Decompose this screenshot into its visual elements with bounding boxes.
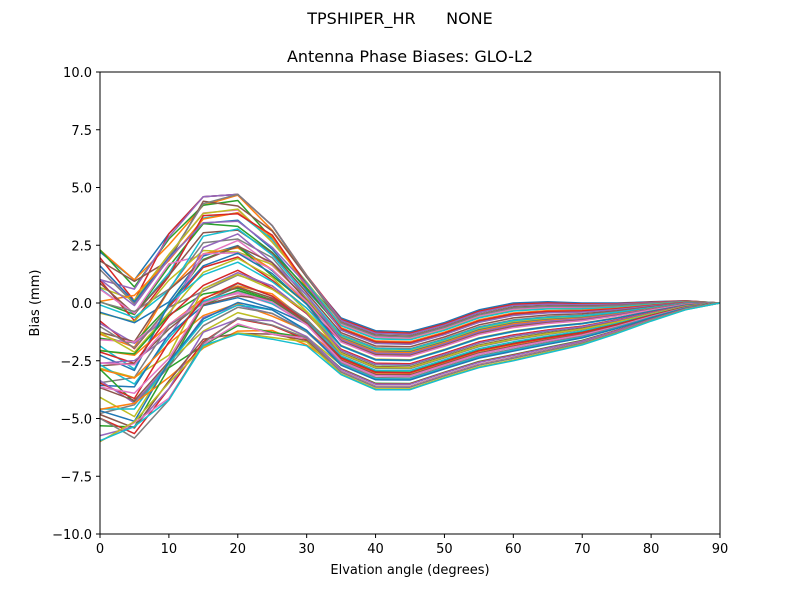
x-tick-label: 0 (96, 542, 104, 557)
y-tick-label: 0.0 (71, 297, 92, 312)
x-tick-label: 90 (712, 542, 729, 557)
series-line (99, 302, 721, 437)
chart-title: Antenna Phase Biases: GLO-L2 (286, 47, 534, 66)
series-line (99, 301, 721, 423)
y-tick-label: −7.5 (60, 470, 92, 485)
y-axis-label: Bias (mm) (28, 270, 43, 337)
series-line (99, 251, 721, 358)
figure-suptitle: TPSHIPER_HR NONE (307, 9, 493, 28)
series-line (99, 212, 721, 341)
y-axis-ticks: 10.0 7.5 5.0 2.5 0.0 −2.5 −5.0 −7.5 −10.0 (52, 66, 100, 543)
series-line (99, 220, 721, 346)
x-tick-label: 60 (505, 542, 522, 557)
series-line (99, 252, 721, 372)
x-tick-label: 30 (298, 542, 315, 557)
y-tick-label: 2.5 (71, 239, 92, 254)
series-line (99, 302, 721, 439)
y-tick-label: 5.0 (71, 182, 92, 197)
series-line (99, 273, 721, 379)
x-tick-label: 70 (574, 542, 591, 557)
x-tick-label: 40 (367, 542, 384, 557)
y-tick-label: −2.5 (60, 355, 92, 370)
x-tick-label: 50 (436, 542, 453, 557)
x-axis-label: Elvation angle (degrees) (330, 563, 489, 578)
series-line (99, 282, 721, 400)
series-line (99, 228, 721, 351)
series-line (99, 193, 721, 336)
y-tick-label: 7.5 (71, 124, 92, 139)
y-tick-label: −5.0 (60, 413, 92, 428)
y-tick-label: −10.0 (52, 528, 92, 543)
y-tick-label: 10.0 (63, 66, 92, 81)
x-axis-ticks: 0 10 20 30 40 50 60 70 80 90 (96, 534, 728, 557)
series-line (99, 291, 721, 394)
series-line (99, 229, 720, 348)
series-line (99, 290, 721, 385)
series-line (99, 193, 721, 338)
series-line (99, 233, 721, 355)
series-line (99, 302, 721, 442)
x-tick-label: 80 (643, 542, 660, 557)
series-line (99, 213, 721, 344)
series-lines (99, 193, 721, 443)
x-tick-label: 10 (161, 542, 178, 557)
x-tick-label: 20 (230, 542, 247, 557)
